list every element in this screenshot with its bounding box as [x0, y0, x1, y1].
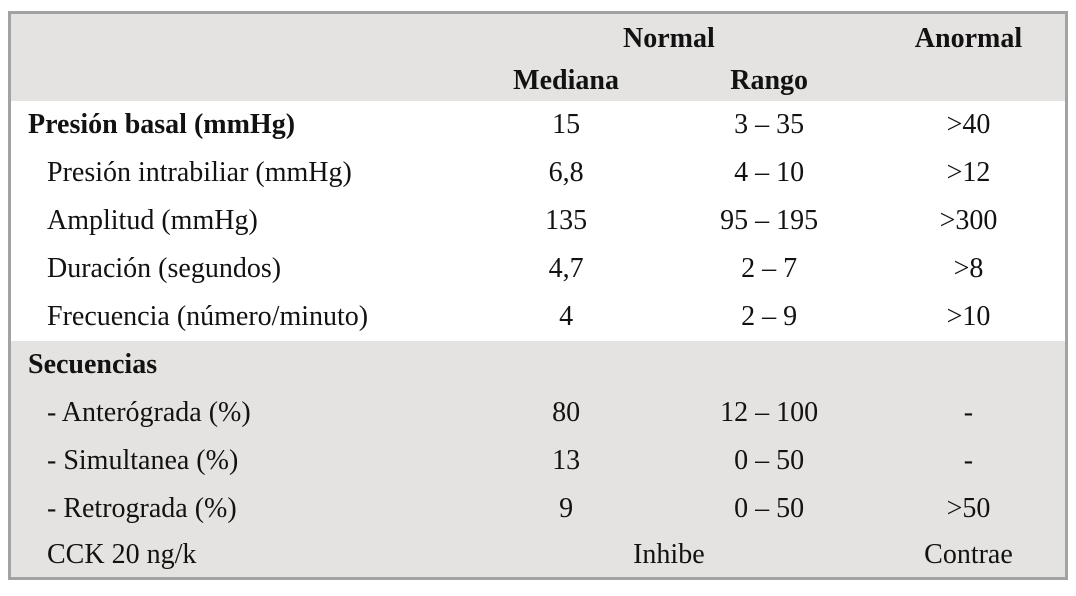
anormal-value: -: [963, 444, 974, 476]
row-label: - Retrograda (%): [47, 492, 237, 524]
rango-value: 95 – 195: [720, 204, 819, 236]
table-row-frecuencia: Frecuencia (número/minuto) 4 2 – 9 >10: [9, 292, 1067, 341]
anormal-value: >40: [946, 108, 991, 140]
header-empty-cell: [10, 13, 466, 101]
manometry-table: Normal Anormal Mediana Rango Presión bas…: [8, 11, 1068, 580]
rango-value: 2 – 9: [741, 300, 798, 332]
rango-value: 3 – 35: [734, 108, 805, 140]
rango-value: 0 – 50: [734, 444, 805, 476]
table-row-amplitud: Amplitud (mmHg) 135 95 – 195 >300: [9, 196, 1067, 245]
anormal-value: >12: [946, 156, 991, 188]
header-row-group: Normal Anormal: [9, 12, 1067, 61]
row-label: CCK 20 ng/k: [47, 538, 197, 570]
table-row-duracion: Duración (segundos) 4,7 2 – 7 >8: [9, 244, 1067, 293]
table-row-anterograda: - Anterógrada (%) 80 12 – 100 -: [9, 388, 1067, 437]
anormal-value: >8: [953, 252, 984, 284]
row-label: Amplitud (mmHg): [47, 204, 258, 236]
anormal-value: >300: [939, 204, 998, 236]
row-label: - Simultanea (%): [47, 444, 239, 476]
mediana-value: 9: [559, 492, 574, 524]
mediana-value: 13: [552, 444, 581, 476]
anormal-value: [872, 341, 1067, 389]
header-anormal: Anormal: [914, 23, 1023, 54]
mediana-value: 80: [552, 396, 581, 428]
anormal-value: -: [963, 396, 974, 428]
row-label: - Anterógrada (%): [47, 396, 251, 428]
mediana-value: 15: [552, 108, 581, 140]
table-row-cck: CCK 20 ng/k Inhibe Contrae: [9, 532, 1067, 579]
row-label: Presión intrabiliar (mmHg): [47, 156, 352, 188]
table-row-presion-basal: Presión basal (mmHg) 15 3 – 35 >40: [9, 100, 1067, 149]
table-row-presion-intrabiliar: Presión intrabiliar (mmHg) 6,8 4 – 10 >1…: [9, 148, 1067, 197]
rango-value: 0 – 50: [734, 492, 805, 524]
mediana-value: [466, 341, 667, 389]
table-row-secuencias-header: Secuencias: [9, 340, 1067, 389]
mediana-value: 4,7: [548, 252, 584, 284]
anormal-value: >10: [946, 300, 991, 332]
header-rango: Rango: [730, 64, 809, 96]
table-row-retrograda: - Retrograda (%) 9 0 – 50 >50: [9, 484, 1067, 533]
mediana-value: 4: [559, 300, 574, 332]
mediana-value: 135: [545, 204, 588, 236]
normal-span-value: Inhibe: [633, 538, 705, 570]
section-label: Secuencias: [28, 348, 158, 380]
header-normal-group: Normal: [622, 23, 715, 54]
anormal-value: Contrae: [924, 538, 1013, 570]
table-row-simultanea: - Simultanea (%) 13 0 – 50 -: [9, 436, 1067, 485]
row-label: Frecuencia (número/minuto): [47, 300, 369, 332]
mediana-value: 6,8: [548, 156, 584, 188]
rango-value: [666, 341, 872, 389]
rango-value: 2 – 7: [741, 252, 798, 284]
row-label: Presión basal (mmHg): [28, 108, 296, 140]
rango-value: 4 – 10: [734, 156, 805, 188]
rango-value: 12 – 100: [720, 396, 819, 428]
header-mediana: Mediana: [513, 64, 619, 96]
anormal-value: >50: [946, 492, 991, 524]
row-label: Duración (segundos): [47, 252, 282, 284]
